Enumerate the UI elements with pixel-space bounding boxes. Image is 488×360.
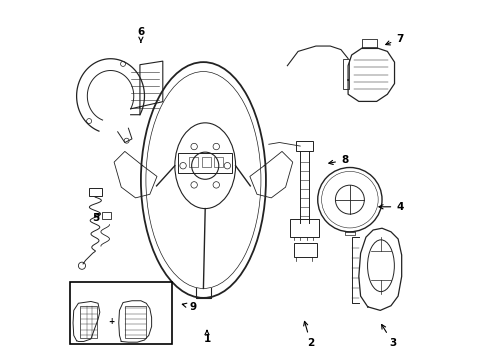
Text: +: +	[108, 316, 115, 325]
Bar	[89, 188, 102, 196]
Bar	[201, 157, 210, 167]
Text: 7: 7	[385, 34, 403, 45]
Bar	[80, 306, 97, 338]
Bar	[189, 157, 198, 167]
Text: 4: 4	[378, 202, 403, 212]
Bar	[214, 157, 223, 167]
Text: 6: 6	[137, 27, 144, 42]
Bar	[178, 153, 231, 173]
Text: 5: 5	[92, 212, 100, 222]
Bar	[295, 141, 313, 152]
Bar	[70, 282, 172, 344]
Bar	[293, 243, 316, 257]
Text: 9: 9	[182, 302, 196, 312]
Text: 8: 8	[328, 156, 347, 165]
Bar	[102, 212, 110, 219]
Text: 3: 3	[381, 324, 396, 347]
Text: 2: 2	[303, 321, 314, 347]
Text: 1: 1	[203, 330, 210, 344]
Bar	[290, 219, 318, 237]
Bar	[342, 59, 348, 89]
Bar	[124, 306, 146, 338]
